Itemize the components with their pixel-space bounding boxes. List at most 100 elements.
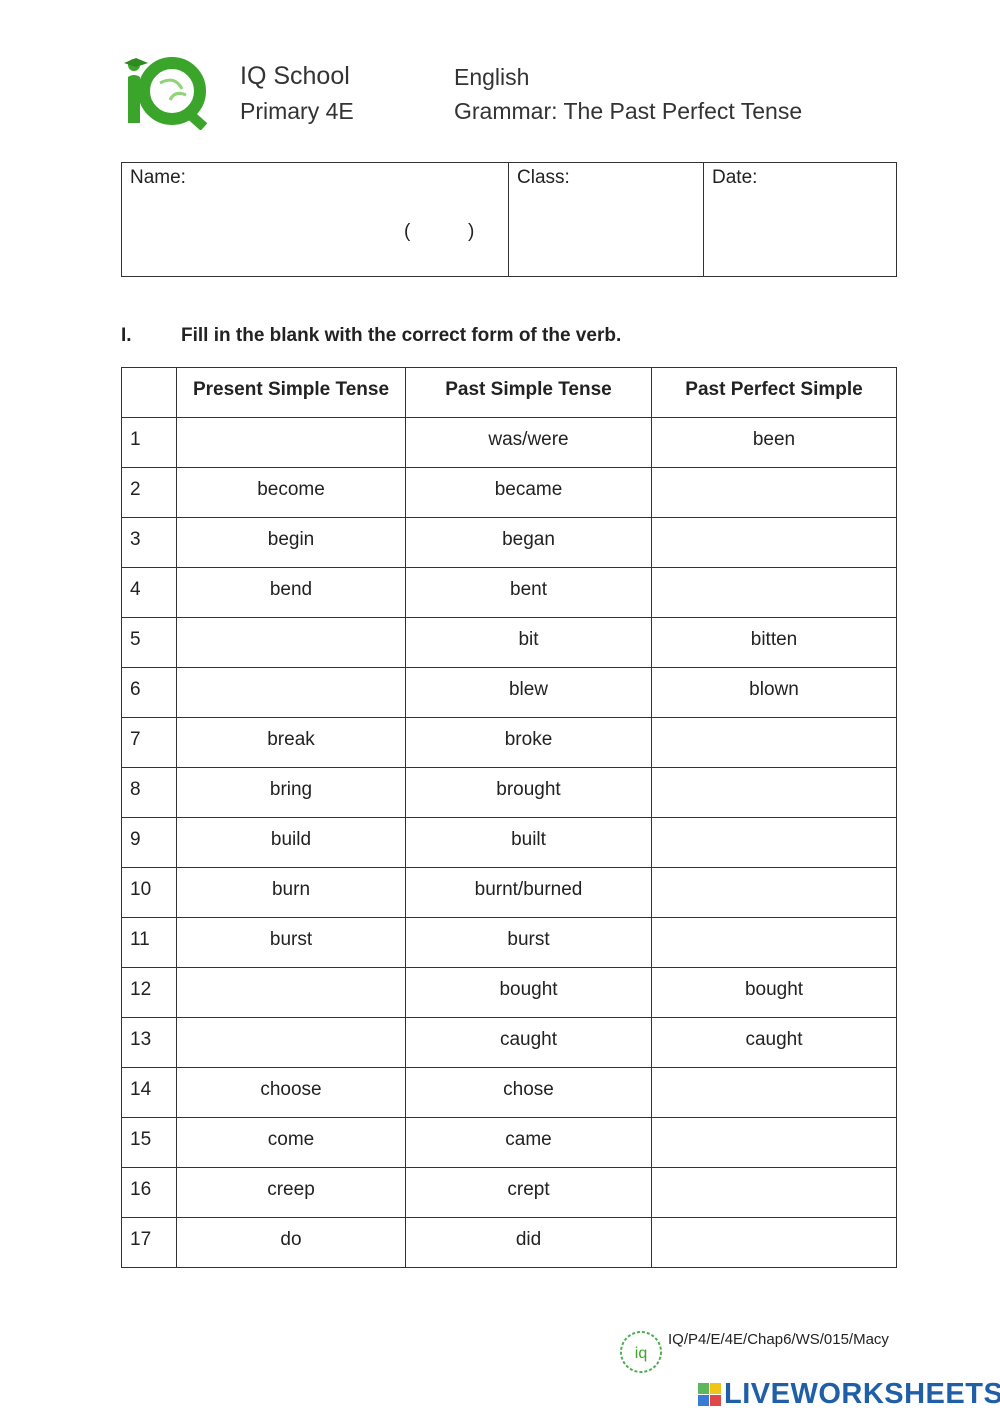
past-perfect-cell[interactable] — [651, 517, 897, 568]
past-perfect-cell[interactable] — [651, 1117, 897, 1168]
past-simple-cell: became — [405, 467, 652, 518]
row-number: 8 — [121, 767, 177, 818]
past-perfect-cell[interactable] — [651, 1217, 897, 1268]
past-simple-cell: crept — [405, 1167, 652, 1218]
liveworksheets-logo: LIVEWORKSHEETS — [698, 1378, 1000, 1411]
live-squares-icon — [698, 1383, 721, 1406]
paren-open: ( — [404, 221, 411, 242]
past-simple-cell: chose — [405, 1067, 652, 1118]
present-simple-cell[interactable] — [176, 667, 406, 718]
approved-stamp-icon: iq — [617, 1328, 665, 1376]
past-perfect-cell[interactable] — [651, 467, 897, 518]
past-perfect-cell[interactable] — [651, 817, 897, 868]
table-header-row: Present Simple Tense Past Simple Tense Pas… — [121, 367, 897, 418]
row-number: 6 — [121, 667, 177, 718]
past-simple-cell: brought — [405, 767, 652, 818]
table-row: 2 become became — [121, 467, 897, 518]
table-row: 17 do did — [121, 1217, 897, 1268]
past-perfect-cell: caught — [651, 1017, 897, 1068]
row-number: 11 — [121, 917, 177, 968]
table-row: 9 build built — [121, 817, 897, 868]
row-number: 7 — [121, 717, 177, 768]
row-number: 13 — [121, 1017, 177, 1068]
past-simple-cell: was/were — [405, 417, 652, 468]
table-row: 13 caught caught — [121, 1017, 897, 1068]
row-number: 14 — [121, 1067, 177, 1118]
present-simple-cell[interactable] — [176, 417, 406, 468]
present-simple-cell: burn — [176, 867, 406, 918]
past-simple-cell: began — [405, 517, 652, 568]
row-number: 1 — [121, 417, 177, 468]
table-row: 7 break broke — [121, 717, 897, 768]
past-simple-cell: burst — [405, 917, 652, 968]
past-simple-cell: came — [405, 1117, 652, 1168]
name-field[interactable]: Name: ( ) — [121, 162, 509, 277]
present-simple-cell[interactable] — [176, 617, 406, 668]
svg-text:iq: iq — [635, 1345, 647, 1362]
column-header: Past Simple Tense — [405, 367, 652, 418]
past-perfect-cell[interactable] — [651, 1067, 897, 1118]
row-number: 12 — [121, 967, 177, 1018]
past-simple-cell: blew — [405, 667, 652, 718]
class-name: Primary 4E — [240, 98, 354, 124]
table-row: 1 was/were been — [121, 417, 897, 468]
table-row: 5 bit bitten — [121, 617, 897, 668]
row-number: 16 — [121, 1167, 177, 1218]
past-perfect-cell: bitten — [651, 617, 897, 668]
section-number: I. — [121, 325, 132, 346]
topic: Grammar: The Past Perfect Tense — [454, 98, 803, 124]
past-perfect-cell[interactable] — [651, 717, 897, 768]
date-field[interactable]: Date: — [703, 162, 897, 277]
school-name: IQ School — [240, 62, 350, 90]
past-perfect-cell[interactable] — [651, 917, 897, 968]
table-row: 3 begin began — [121, 517, 897, 568]
past-perfect-cell[interactable] — [651, 567, 897, 618]
table-row: 12 bought bought — [121, 967, 897, 1018]
past-perfect-cell[interactable] — [651, 1167, 897, 1218]
present-simple-cell: break — [176, 717, 406, 768]
row-number: 15 — [121, 1117, 177, 1168]
table-row: 11 burst burst — [121, 917, 897, 968]
table-row: 4 bend bent — [121, 567, 897, 618]
table-row: 8 bring brought — [121, 767, 897, 818]
row-number: 2 — [121, 467, 177, 518]
past-perfect-cell[interactable] — [651, 767, 897, 818]
present-simple-cell: do — [176, 1217, 406, 1268]
present-simple-cell: burst — [176, 917, 406, 968]
section-instruction: Fill in the blank with the correct form … — [181, 325, 622, 346]
student-info-table: Name: ( ) Class: Date: — [121, 162, 897, 277]
column-header: Present Simple Tense — [176, 367, 406, 418]
row-number: 17 — [121, 1217, 177, 1268]
verb-table: Present Simple Tense Past Simple Tense Pas… — [121, 367, 897, 1268]
past-perfect-cell: bought — [651, 967, 897, 1018]
column-header: Past Perfect Simple — [651, 367, 897, 418]
past-perfect-cell: been — [651, 417, 897, 468]
row-number: 3 — [121, 517, 177, 568]
past-simple-cell: caught — [405, 1017, 652, 1068]
past-simple-cell: built — [405, 817, 652, 868]
past-simple-cell: burnt/burned — [405, 867, 652, 918]
present-simple-cell: build — [176, 817, 406, 868]
table-row: 15 come came — [121, 1117, 897, 1168]
past-simple-cell: bought — [405, 967, 652, 1018]
iq-logo — [120, 55, 208, 131]
name-label: Name: — [130, 167, 186, 188]
class-label: Class: — [517, 167, 570, 188]
paren-close: ) — [468, 221, 475, 242]
present-simple-cell: choose — [176, 1067, 406, 1118]
present-simple-cell[interactable] — [176, 967, 406, 1018]
brand-name: LIVEWORKSHEETS — [724, 1378, 1000, 1410]
past-perfect-cell[interactable] — [651, 867, 897, 918]
present-simple-cell[interactable] — [176, 1017, 406, 1068]
past-simple-cell: bent — [405, 567, 652, 618]
table-row: 14 choose chose — [121, 1067, 897, 1118]
table-row: 6 blew blown — [121, 667, 897, 718]
table-row: 16 creep crept — [121, 1167, 897, 1218]
table-row: 10 burn burnt/burned — [121, 867, 897, 918]
class-field[interactable]: Class: — [508, 162, 704, 277]
present-simple-cell: creep — [176, 1167, 406, 1218]
present-simple-cell: bend — [176, 567, 406, 618]
past-simple-cell: broke — [405, 717, 652, 768]
row-number: 4 — [121, 567, 177, 618]
subject: English — [454, 64, 530, 90]
